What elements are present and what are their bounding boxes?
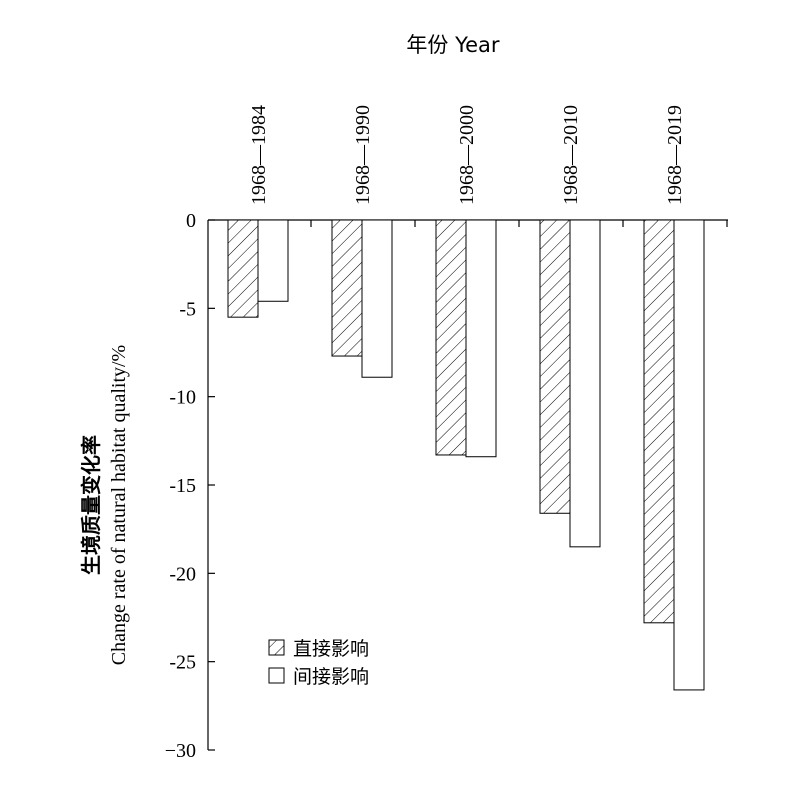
bars: [227, 219, 705, 691]
bar-indirect: [257, 219, 289, 302]
bar-direct: [643, 219, 675, 624]
x-axis-title: 年份 Year: [406, 33, 500, 57]
bar-indirect: [569, 219, 601, 548]
legend-item-direct: 直接影响: [268, 638, 369, 660]
legend-label-direct: 直接影响: [293, 638, 369, 660]
y-axis-title-cn: 生境质量变化率: [79, 435, 103, 575]
y-tick-label: -10: [169, 387, 196, 409]
bar-direct: [331, 219, 363, 357]
category-label: 1968—1984: [248, 105, 270, 205]
y-axis-title-en: Change rate of natural habitat quality/%: [108, 345, 130, 665]
bar-direct: [539, 219, 571, 514]
y-tick-label: -15: [169, 475, 196, 497]
legend: 直接影响 间接影响: [268, 638, 369, 688]
category-label: 1968—2000: [456, 105, 478, 205]
y-tick-label: -25: [169, 652, 196, 674]
bar-indirect: [361, 219, 393, 378]
bar-indirect: [465, 219, 497, 458]
bar-direct: [227, 219, 259, 318]
category-label: 1968—2010: [560, 105, 582, 205]
legend-label-indirect: 间接影响: [293, 666, 369, 688]
legend-swatch-open: [268, 667, 285, 684]
y-axis-title: 生境质量变化率 Change rate of natural habitat q…: [79, 345, 130, 665]
category-labels: 1968—1984 1968—1990 1968—2000 1968—2010 1968…: [248, 105, 686, 205]
legend-swatch-hatched: [268, 639, 285, 656]
legend-item-indirect: 间接影响: [268, 666, 369, 688]
category-label: 1968—1990: [352, 105, 374, 205]
bar-indirect: [673, 219, 705, 691]
bar-direct: [435, 219, 467, 456]
y-tick-label: -5: [179, 298, 196, 320]
y-tick-label: −30: [165, 740, 196, 762]
category-label: 1968—2019: [664, 105, 686, 205]
axes: 0 -5 -10 -15 -20 -25 −30: [165, 210, 728, 762]
y-tick-label: -20: [169, 563, 196, 585]
y-tick-label: 0: [186, 210, 196, 232]
